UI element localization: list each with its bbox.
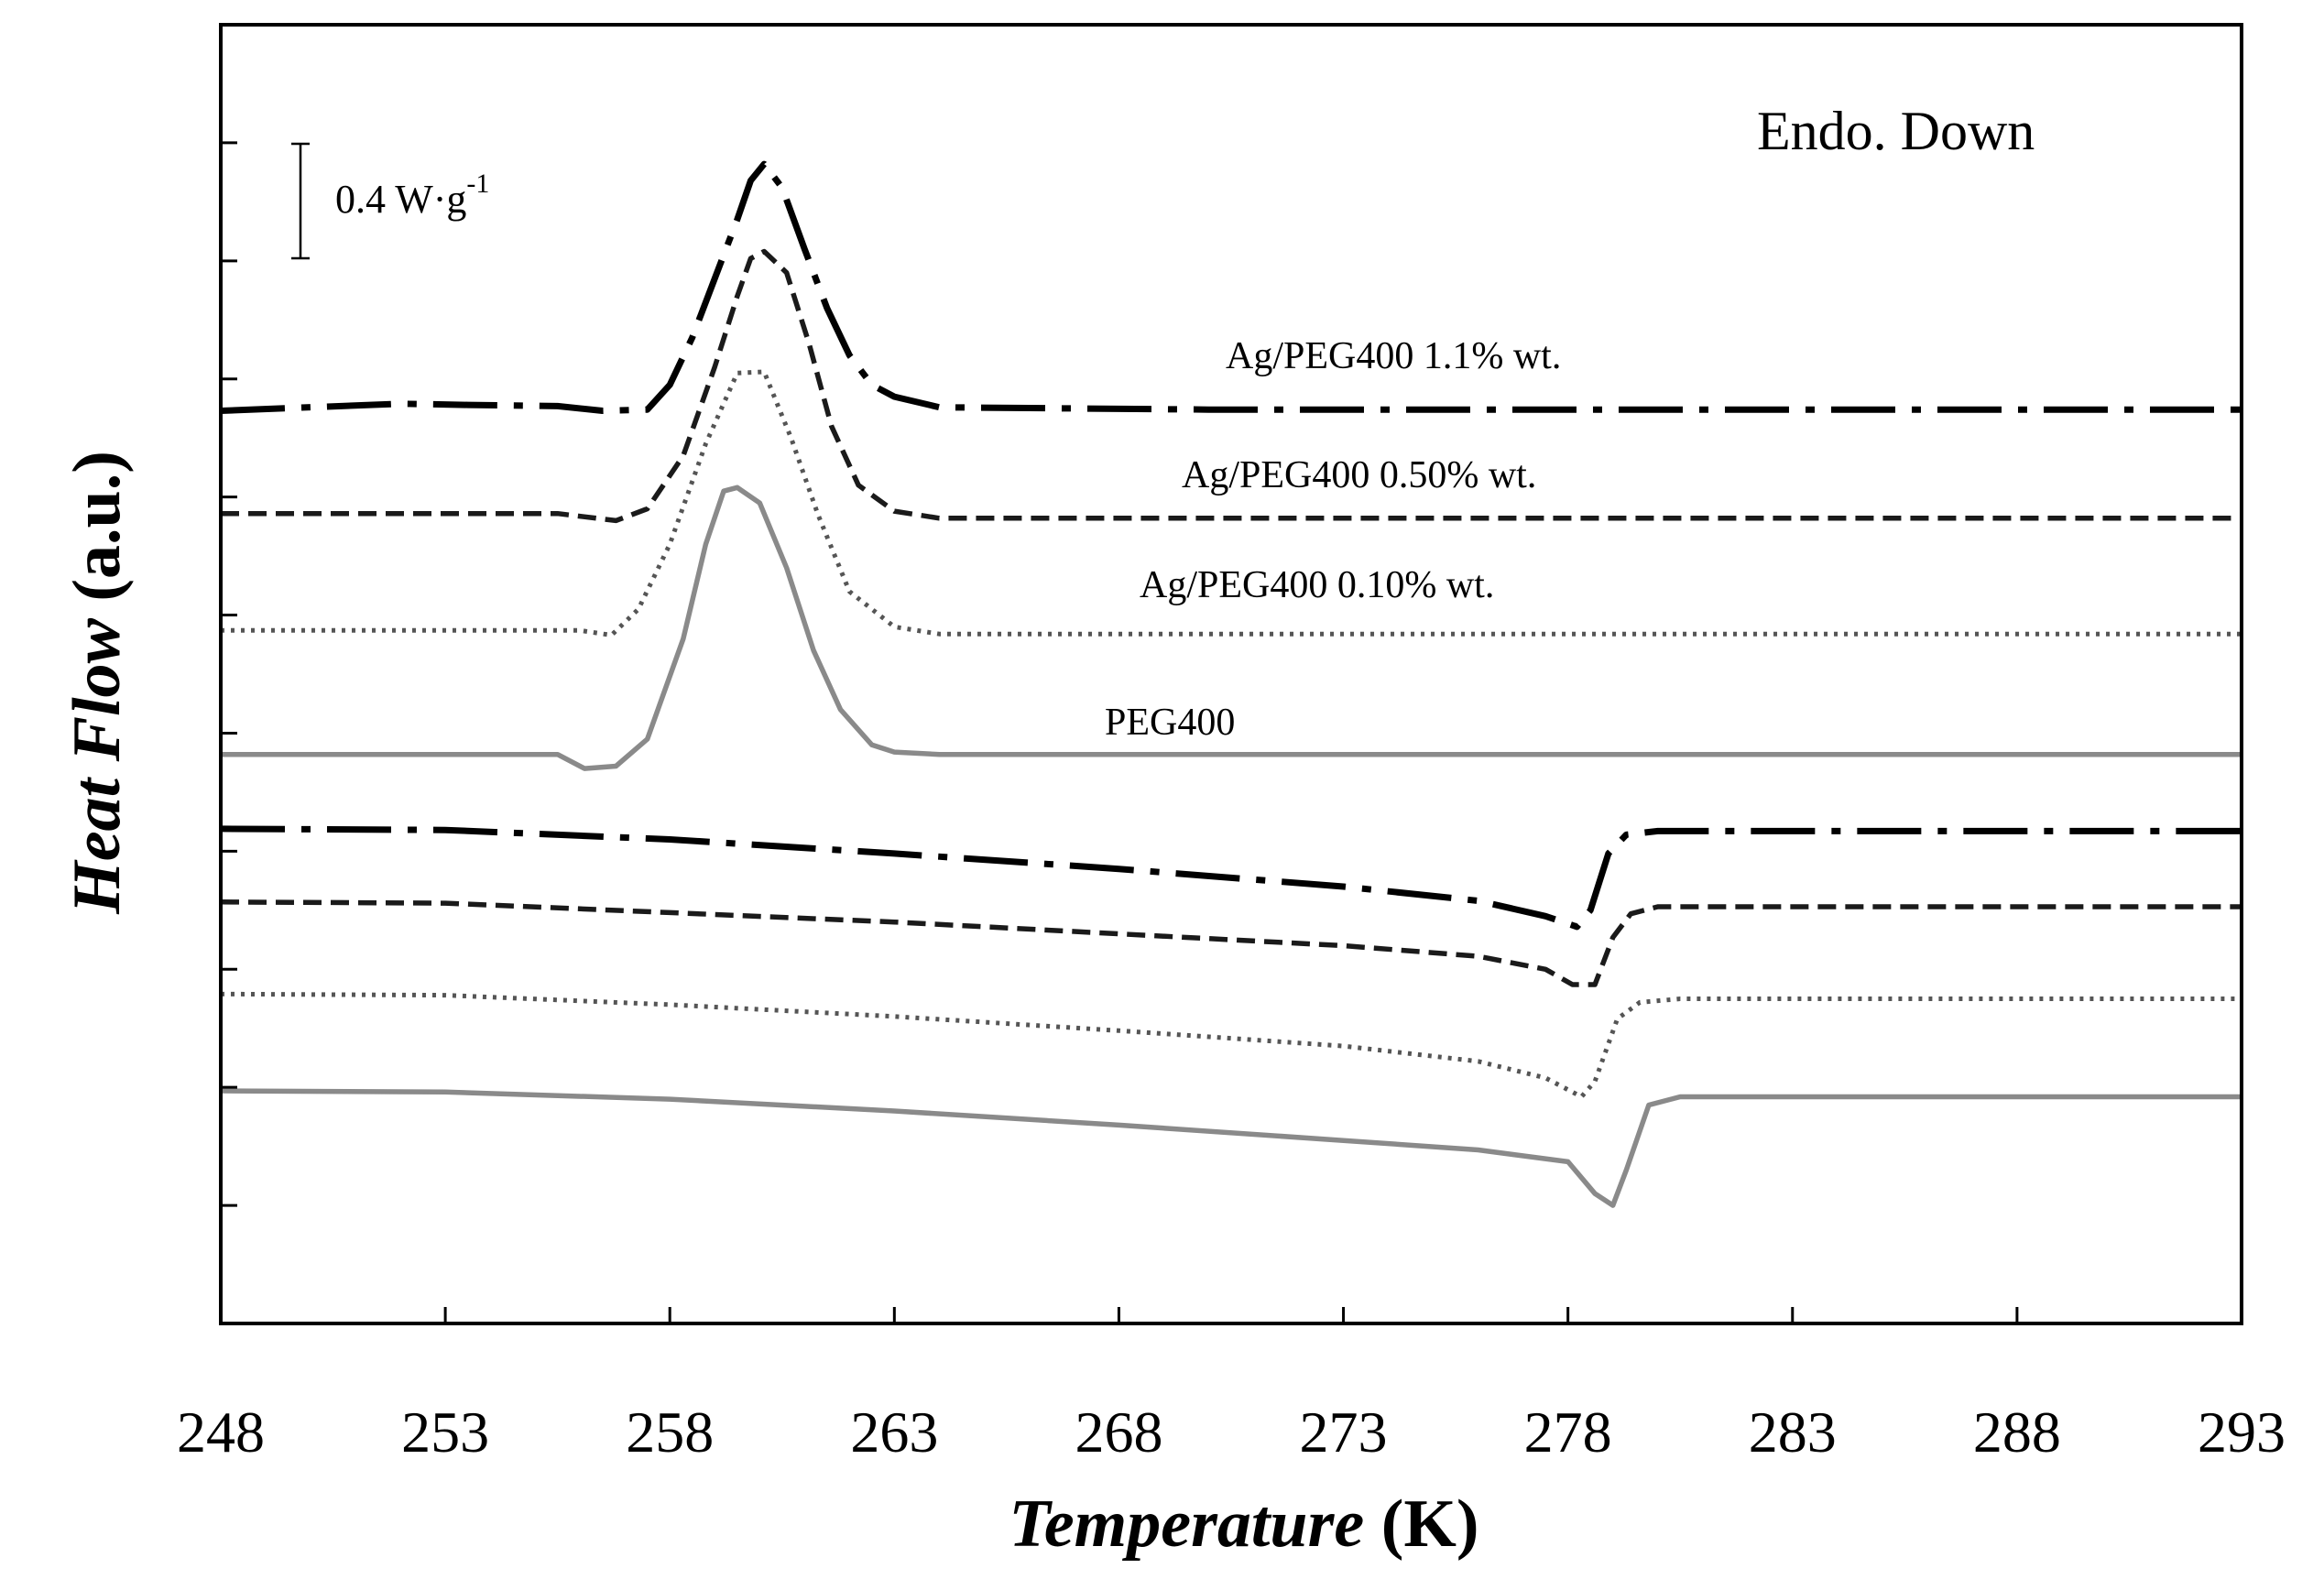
x-tick-label-253: 253 — [401, 1399, 489, 1465]
x-tick-label-268: 268 — [1075, 1399, 1162, 1465]
series-label-peg400: PEG400 — [1105, 702, 1235, 744]
series-label-ag-0-50: Ag/PEG400 0.50% wt. — [1182, 454, 1536, 496]
y-axis-title: Heat Flow (a.u.) — [60, 451, 135, 915]
series-line-peg400-cooling — [221, 485, 2242, 771]
x-tick-label-288: 288 — [1973, 1399, 2061, 1465]
plot-frame — [219, 23, 2243, 1325]
series-line-ag_0_50-cooling — [221, 248, 2242, 524]
x-tick-label-258: 258 — [626, 1399, 714, 1465]
scale-bar: 0.4 W·g-1 — [291, 142, 489, 260]
series-line-ag_1_1-cooling — [220, 160, 2242, 414]
x-tick-label-263: 263 — [850, 1399, 938, 1465]
series-line-ag_1_1-heating — [220, 825, 2242, 931]
x-axis: 248 253 258 263 268 273 278 283 288 293 — [177, 1307, 2286, 1465]
x-tick-label-293: 293 — [2198, 1399, 2286, 1465]
endo-down-annotation: Endo. Down — [1757, 101, 2035, 161]
x-tick-label-248: 248 — [177, 1399, 265, 1465]
series-line-peg400-heating — [220, 1088, 2242, 1208]
series-layer — [220, 160, 2242, 1208]
scale-bar-label: 0.4 W·g-1 — [335, 169, 489, 222]
y-axis — [221, 141, 237, 1207]
x-tick-label-283: 283 — [1749, 1399, 1837, 1465]
x-tick-label-273: 273 — [1300, 1399, 1388, 1465]
series-label-ag-1-1: Ag/PEG400 1.1% wt. — [1226, 335, 1561, 377]
series-label-ag-0-10: Ag/PEG400 0.10% wt. — [1140, 564, 1494, 606]
series-line-ag_0_50-heating — [220, 899, 2242, 987]
x-tick-label-278: 278 — [1524, 1399, 1612, 1465]
x-axis-title: Temperature (K) — [1009, 1487, 1478, 1562]
series-line-ag_0_10-heating — [220, 991, 2242, 1099]
series-line-ag_0_10-cooling — [221, 369, 2242, 637]
